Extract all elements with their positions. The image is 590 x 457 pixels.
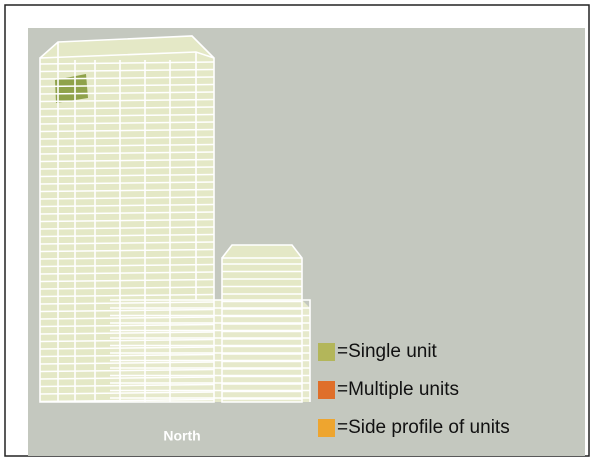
legend-label: =Side profile of units — [337, 417, 510, 438]
legend-swatch — [318, 381, 335, 399]
legend-swatch — [318, 419, 335, 437]
legend-label: =Multiple units — [337, 379, 459, 400]
diagram: North =Single unit =Multiple units =Side p… — [0, 0, 590, 457]
legend-label: =Single unit — [337, 341, 438, 362]
legend-swatch — [318, 343, 335, 361]
compass-label: North — [163, 428, 200, 444]
